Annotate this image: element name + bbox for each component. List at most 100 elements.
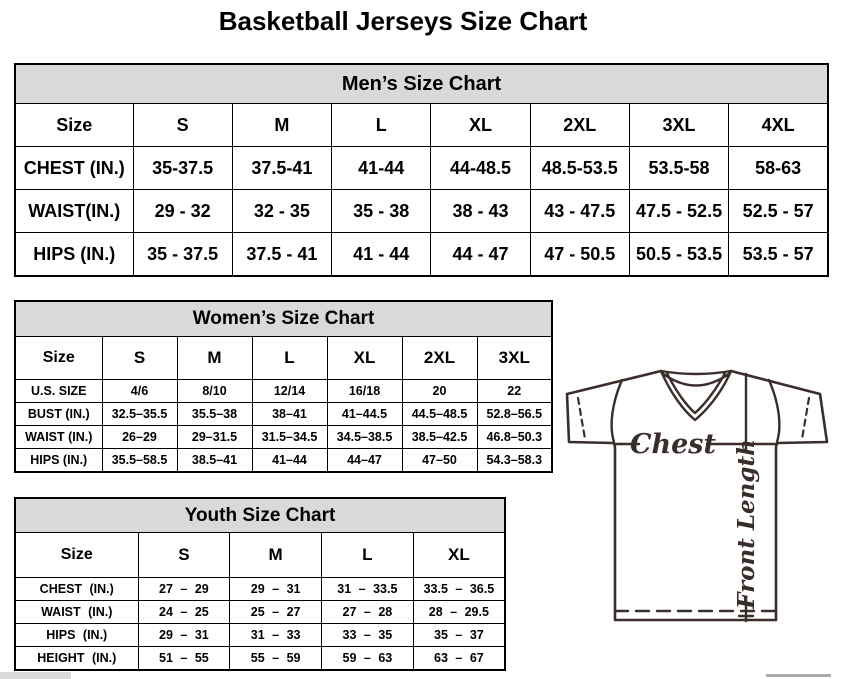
mens-cell: 43 - 47.5 — [529, 189, 630, 233]
front-length-measure-line — [737, 372, 755, 623]
youth-cell: 28 – 29.5 — [412, 600, 506, 624]
mens-col-header-s: S — [132, 103, 233, 147]
youth-table-title: Youth Size Chart — [14, 497, 506, 533]
youth-row-label-height: HEIGHT (IN.) — [14, 646, 139, 671]
womens-cell: 12/14 — [251, 379, 328, 403]
womens-cell: 20 — [401, 379, 478, 403]
youth-cell: 33.5 – 36.5 — [412, 577, 506, 601]
womens-cell: 26–29 — [101, 425, 178, 449]
mens-cell: 35 - 37.5 — [132, 232, 233, 277]
womens-cell: 31.5–34.5 — [251, 425, 328, 449]
youth-cell: 63 – 67 — [412, 646, 506, 671]
mens-cell: 44-48.5 — [430, 146, 531, 190]
mens-col-header-3xl: 3XL — [628, 103, 730, 147]
youth-cell: 27 – 29 — [137, 577, 231, 601]
mens-cell: 47 - 50.5 — [529, 232, 630, 277]
womens-cell: 38.5–42.5 — [401, 425, 478, 449]
mens-cell: 35-37.5 — [132, 146, 233, 190]
mens-cell: 38 - 43 — [430, 189, 531, 233]
youth-size-table: Youth Size Chart Size S M L XL CHEST (IN… — [14, 497, 506, 671]
youth-row-label-hips: HIPS (IN.) — [14, 623, 139, 647]
womens-row-label-us-size: U.S. SIZE — [14, 379, 103, 403]
mens-cell: 48.5-53.5 — [529, 146, 630, 190]
mens-size-header: Size — [14, 103, 134, 147]
mens-row-label-chest: CHEST (IN.) — [14, 146, 134, 190]
front-length-label: Front Length — [733, 439, 760, 610]
youth-cell: 29 – 31 — [137, 623, 231, 647]
womens-cell: 44–47 — [326, 448, 403, 473]
womens-cell: 54.3–58.3 — [476, 448, 553, 473]
mens-cell: 37.5-41 — [231, 146, 333, 190]
mens-cell: 35 - 38 — [331, 189, 432, 233]
right-armhole-seam — [767, 378, 781, 444]
womens-cell: 38.5–41 — [176, 448, 253, 473]
mens-size-table: Men’s Size Chart Size S M L XL 2XL 3XL 4… — [14, 63, 829, 277]
mens-cell: 52.5 - 57 — [728, 189, 829, 233]
youth-cell: 29 – 31 — [229, 577, 322, 601]
womens-cell: 41–44.5 — [326, 402, 403, 426]
mens-table-title: Men’s Size Chart — [14, 63, 829, 104]
womens-col-header-3xl: 3XL — [476, 336, 553, 380]
womens-cell: 46.8–50.3 — [476, 425, 553, 449]
mens-col-header-xl: XL — [430, 103, 531, 147]
youth-size-header: Size — [14, 532, 139, 578]
womens-cell: 47–50 — [401, 448, 478, 473]
mens-cell: 58-63 — [728, 146, 829, 190]
mens-cell: 41 - 44 — [331, 232, 432, 277]
mens-cell: 50.5 - 53.5 — [628, 232, 730, 277]
youth-cell: 59 – 63 — [321, 646, 414, 671]
left-cuff-seam — [576, 396, 587, 441]
womens-row-label-waist: WAIST (IN.) — [14, 425, 103, 449]
womens-cell: 35.5–38 — [176, 402, 253, 426]
womens-cell: 41–44 — [251, 448, 328, 473]
womens-table-title: Women’s Size Chart — [14, 300, 553, 337]
youth-col-header-s: S — [137, 532, 231, 578]
womens-row-label-bust: BUST (IN.) — [14, 402, 103, 426]
youth-col-header-l: L — [321, 532, 414, 578]
chest-label: Chest — [630, 429, 716, 460]
womens-cell: 35.5–58.5 — [101, 448, 178, 473]
left-armhole-seam — [610, 378, 624, 444]
womens-size-table: Women’s Size Chart Size S M L XL 2XL 3XL… — [14, 300, 553, 473]
horizontal-scrollbar-thumb-right[interactable] — [766, 674, 831, 677]
mens-cell: 53.5 - 57 — [728, 232, 829, 277]
womens-row-label-hips: HIPS (IN.) — [14, 448, 103, 473]
right-cuff-seam — [800, 396, 811, 441]
womens-cell: 38–41 — [251, 402, 328, 426]
mens-cell: 37.5 - 41 — [231, 232, 333, 277]
mens-row-label-hips: HIPS (IN.) — [14, 232, 134, 277]
womens-col-header-s: S — [101, 336, 178, 380]
womens-cell: 29–31.5 — [176, 425, 253, 449]
youth-col-header-xl: XL — [412, 532, 506, 578]
womens-cell: 44.5–48.5 — [401, 402, 478, 426]
womens-cell: 4/6 — [101, 379, 178, 403]
mens-cell: 29 - 32 — [132, 189, 233, 233]
youth-cell: 35 – 37 — [412, 623, 506, 647]
womens-cell: 34.5–38.5 — [326, 425, 403, 449]
womens-col-header-m: M — [176, 336, 253, 380]
womens-col-header-2xl: 2XL — [401, 336, 478, 380]
womens-cell: 16/18 — [326, 379, 403, 403]
mens-cell: 32 - 35 — [231, 189, 333, 233]
youth-cell: 25 – 27 — [229, 600, 322, 624]
mens-col-header-2xl: 2XL — [529, 103, 630, 147]
youth-cell: 31 – 33 — [229, 623, 322, 647]
page-title: Basketball Jerseys Size Chart — [218, 6, 588, 36]
youth-col-header-m: M — [229, 532, 322, 578]
youth-cell: 51 – 55 — [137, 646, 231, 671]
jersey-diagram: Chest Front Length — [565, 369, 829, 623]
mens-col-header-4xl: 4XL — [728, 103, 829, 147]
mens-cell: 53.5-58 — [628, 146, 730, 190]
womens-size-header: Size — [14, 336, 103, 380]
horizontal-scrollbar-thumb-left[interactable] — [0, 672, 71, 679]
mens-cell: 41-44 — [331, 146, 432, 190]
mens-row-label-waist: WAIST(IN.) — [14, 189, 134, 233]
womens-cell: 22 — [476, 379, 553, 403]
womens-col-header-xl: XL — [326, 336, 403, 380]
youth-row-label-waist: WAIST (IN.) — [14, 600, 139, 624]
youth-cell: 33 – 35 — [321, 623, 414, 647]
youth-cell: 55 – 59 — [229, 646, 322, 671]
youth-cell: 31 – 33.5 — [321, 577, 414, 601]
womens-cell: 32.5–35.5 — [101, 402, 178, 426]
